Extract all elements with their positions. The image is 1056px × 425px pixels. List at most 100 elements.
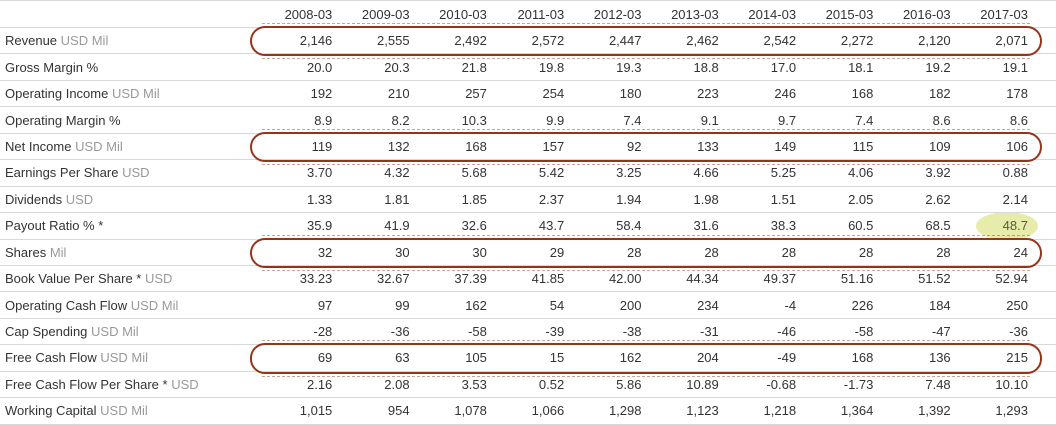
cell-value: 210	[387, 86, 410, 102]
cell-value: 1,392	[918, 403, 951, 419]
metric-name: Cap Spending	[5, 324, 88, 340]
cell-value: 192	[310, 86, 333, 102]
cell-value: 1.51	[770, 191, 797, 207]
cell-value: 51.16	[840, 271, 874, 287]
cell-value: -36	[390, 324, 410, 340]
cell-value: 4.32	[384, 165, 410, 181]
cell-value: 136	[928, 350, 951, 366]
cell-value: 37.39	[454, 271, 487, 287]
row-spacer	[1028, 133, 1056, 159]
table-row: Operating Margin % 8.9 8.2 10.3 9.9 7.4 9.1 9.…	[0, 107, 1056, 134]
cell-value: 1.33	[306, 191, 333, 207]
row-spacer	[1028, 239, 1056, 265]
cell-value: 2,572	[531, 33, 565, 49]
metric-unit: USD Mil	[111, 86, 160, 102]
cell-value: 215	[1006, 350, 1028, 366]
cell-value: 30	[472, 244, 487, 260]
row-spacer	[1028, 213, 1056, 239]
cell-value: 223	[697, 86, 719, 102]
cell-value: 954	[387, 403, 410, 419]
cell-value: 19.1	[1002, 59, 1028, 75]
metric-unit: USD	[171, 376, 199, 392]
cell-value: 31.6	[693, 218, 719, 234]
table-row: Payout Ratio % * 35.9 41.9 32.6 43.7 58.4 31.…	[0, 213, 1056, 239]
cell-value: 8.9	[314, 112, 333, 128]
row-spacer	[1028, 28, 1056, 54]
cell-value: 5.68	[461, 165, 487, 181]
row-label: Revenue USD Mil	[0, 28, 255, 54]
column-header: 2009-03	[361, 6, 410, 22]
cell-value: 28	[781, 244, 797, 260]
row-spacer	[1028, 371, 1056, 397]
table-row: Gross Margin % 20.0 20.3 21.8 19.8 19.3 18.8 1…	[0, 54, 1056, 81]
cell-value: 8.2	[391, 112, 410, 128]
cell-value: 1,364	[840, 403, 874, 419]
table-row: Dividends USD 1.33 1.81 1.85 2.37 1.94 1.98 1.5…	[0, 186, 1056, 213]
metric-name: Gross Margin %	[5, 59, 99, 75]
metric-name: Working Capital	[5, 403, 97, 419]
metric-name: Operating Income	[5, 86, 109, 102]
row-label: Book Value Per Share * USD	[0, 265, 255, 291]
cell-value: 99	[395, 297, 410, 313]
cell-value: 162	[619, 350, 642, 366]
cell-value: -39	[545, 324, 565, 340]
cell-value: 1,218	[763, 403, 797, 419]
cell-value: 21.8	[461, 59, 487, 75]
header-row: 2008-03 2009-03 2010-03 2011-03 2012-03 2013-…	[0, 0, 1056, 28]
highlighted-cell-value: 48.7	[1002, 218, 1028, 234]
cell-value: 19.8	[538, 59, 565, 75]
row-label: Free Cash Flow USD Mil	[0, 345, 255, 371]
cell-value: 1,123	[686, 403, 719, 419]
row-spacer	[1028, 107, 1056, 133]
column-header: 2010-03	[439, 6, 487, 22]
cell-value: 1,293	[995, 403, 1028, 419]
metric-name: Book Value Per Share *	[5, 271, 142, 287]
metric-name: Earnings Per Share	[5, 165, 119, 181]
cell-value: 4.66	[693, 165, 719, 181]
cell-value: 4.06	[848, 165, 874, 181]
cell-value: 2.08	[384, 376, 410, 392]
cell-value: 180	[619, 86, 642, 102]
cell-value: 0.52	[538, 376, 565, 392]
row-label: Operating Income USD Mil	[0, 80, 255, 106]
metric-name: Net Income	[5, 138, 72, 154]
table-row: Free Cash Flow Per Share * USD 2.16 2.08 3.…	[0, 371, 1056, 398]
cell-value: 7.4	[855, 112, 874, 128]
cell-value: 115	[852, 138, 874, 154]
column-header: 2017-03	[980, 6, 1028, 22]
table-row: Earnings Per Share USD 3.70 4.32 5.68 5.42 3.…	[0, 160, 1056, 187]
cell-value: 97	[317, 297, 333, 313]
row-label: Free Cash Flow Per Share * USD	[0, 371, 255, 397]
metric-name: Free Cash Flow	[5, 350, 97, 366]
metric-name: Free Cash Flow Per Share *	[5, 376, 168, 392]
row-label: Earnings Per Share USD	[0, 160, 255, 186]
cell-value: 20.3	[384, 59, 410, 75]
cell-value: 2.05	[848, 191, 874, 207]
cell-value: 33.23	[299, 271, 333, 287]
metric-unit: USD Mil	[91, 324, 139, 340]
row-label: Net Income USD Mil	[0, 133, 255, 159]
cell-value: 28	[704, 244, 719, 260]
metric-unit: USD Mil	[100, 403, 148, 419]
table-row: Net Income USD Mil 119 132 168 157 92 133 149 11…	[0, 133, 1056, 160]
cell-value: 52.94	[995, 271, 1028, 287]
row-spacer	[1028, 292, 1056, 318]
cell-value: 42.00	[608, 271, 642, 287]
cell-value: 2,462	[686, 33, 719, 49]
column-header: 2013-03	[671, 6, 719, 22]
cell-value: 38.3	[770, 218, 797, 234]
row-label: Operating Cash Flow USD Mil	[0, 292, 255, 318]
row-label: Gross Margin %	[0, 54, 255, 80]
table-row: Cap Spending USD Mil -28 -36 -58 -39 -38 -31 -4…	[0, 318, 1056, 345]
cell-value: 133	[697, 138, 719, 154]
cell-value: 200	[619, 297, 642, 313]
column-header: 2011-03	[517, 6, 565, 22]
metric-unit: USD Mil	[130, 297, 179, 313]
row-spacer	[1028, 80, 1056, 106]
table-row: Shares Mil 32 30 30 29 28 28 28 28 28 24	[0, 239, 1056, 266]
cell-value: 132	[387, 138, 410, 154]
cell-value: 15	[549, 350, 565, 366]
table-row: Book Value Per Share * USD 33.23 32.67 37.3…	[0, 265, 1056, 292]
